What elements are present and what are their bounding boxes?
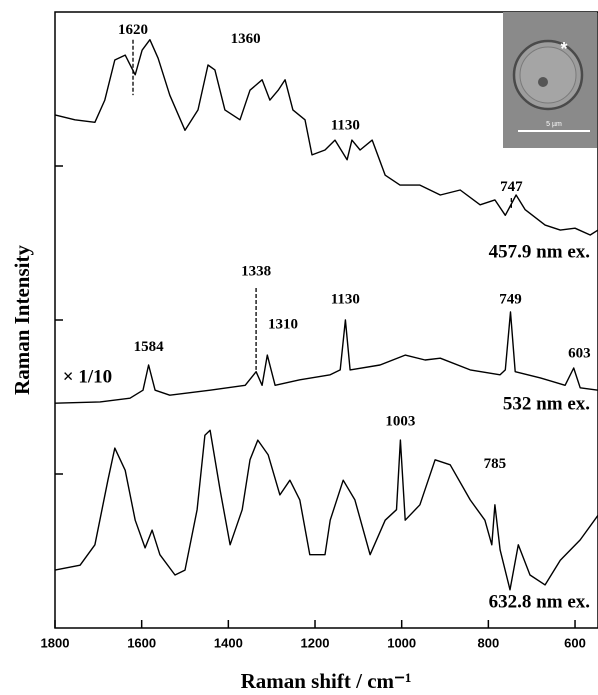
chart: Raman shift / cm⁻¹ Raman Intensity 1800 1… bbox=[0, 0, 598, 695]
cell-inner bbox=[520, 47, 576, 103]
inset: * 5 µm bbox=[503, 12, 597, 148]
series-label: 532 nm ex. bbox=[503, 393, 590, 414]
x-tick-label: 1800 bbox=[41, 635, 70, 650]
annotation: 1338 bbox=[241, 263, 271, 279]
annotation: 603 bbox=[568, 345, 591, 361]
annotation: 1620 bbox=[118, 22, 148, 38]
annotation: 1130 bbox=[331, 292, 360, 308]
annotation: 1003 bbox=[385, 414, 415, 430]
annotation: 1584 bbox=[134, 339, 165, 355]
x-tick-label: 800 bbox=[478, 635, 500, 650]
series-label: 457.9 nm ex. bbox=[489, 241, 590, 262]
x-tick-label: 1000 bbox=[387, 635, 416, 650]
x-tick-label: 1600 bbox=[127, 635, 156, 650]
spectrum-line bbox=[55, 430, 598, 590]
series-label: 632.8 nm ex. bbox=[489, 591, 590, 612]
x-axis-label: Raman shift / cm⁻¹ bbox=[241, 669, 412, 693]
annotation: × 1/10 bbox=[63, 366, 112, 387]
x-tick-label: 1200 bbox=[301, 635, 330, 650]
y-axis-label: Raman Intensity bbox=[10, 245, 34, 395]
scale-label: 5 µm bbox=[546, 121, 562, 128]
annotation: 1360 bbox=[231, 31, 261, 47]
spectrum-line bbox=[55, 312, 598, 403]
annotation: 1130 bbox=[331, 117, 360, 133]
x-tick-label: 1400 bbox=[214, 635, 243, 650]
x-tick-label: 600 bbox=[564, 635, 586, 650]
cell-spot bbox=[538, 77, 548, 87]
inset-marker: * bbox=[560, 39, 567, 59]
annotation: 749 bbox=[499, 292, 522, 308]
annotation: 785 bbox=[484, 456, 507, 472]
annotation: 1310 bbox=[268, 316, 298, 332]
annotation: 747 bbox=[500, 179, 523, 195]
